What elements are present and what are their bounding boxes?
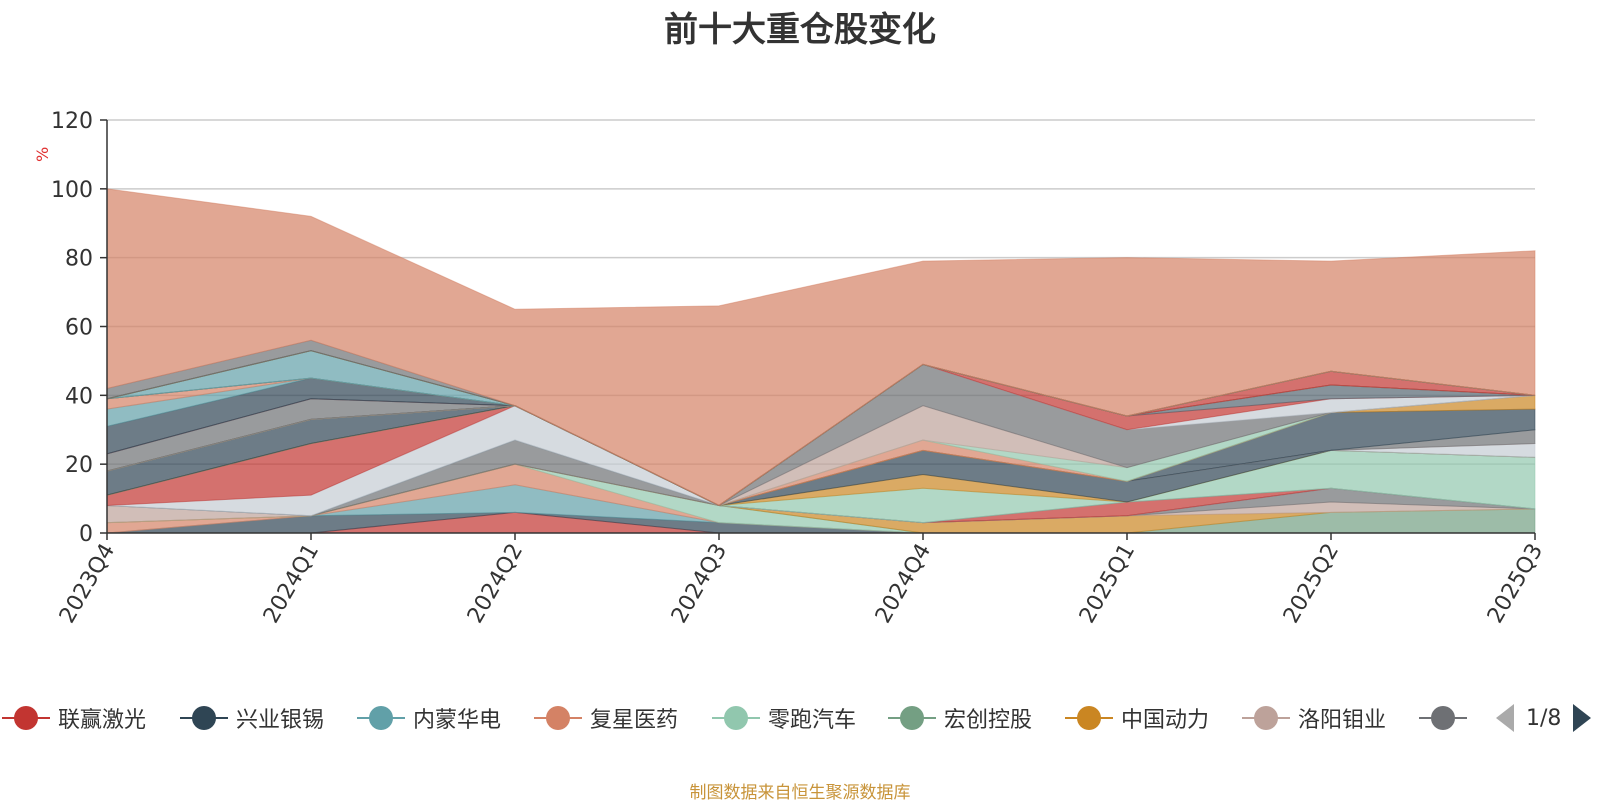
legend-label: 零跑汽车: [768, 708, 857, 733]
legend-item[interactable]: 宏创控股: [886, 700, 1032, 736]
legend-pager: 1/8: [1496, 700, 1592, 736]
legend-label: 兴业银锡: [236, 708, 325, 733]
area-series-43[interactable]: [106, 188, 1536, 507]
y-tick-label: 40: [65, 384, 93, 409]
legend-item[interactable]: 零跑汽车: [710, 700, 856, 736]
legend-marker-icon: [178, 700, 230, 736]
legend-item[interactable]: 仁: [1417, 700, 1470, 736]
legend-page-indicator: 1/8: [1526, 705, 1562, 731]
legend-label: 内蒙华电: [413, 708, 502, 733]
legend-label: 联赢激光: [58, 708, 147, 733]
source-note: 制图数据来自恒生聚源数据库: [689, 783, 911, 803]
legend-item[interactable]: 联赢激光: [0, 700, 146, 736]
x-tick-label: 2023Q4: [55, 540, 120, 628]
x-tick-label: 2025Q1: [1075, 540, 1140, 628]
legend-marker-icon: [0, 700, 52, 736]
legend-prev-page-icon[interactable]: [1496, 704, 1514, 732]
legend-item[interactable]: 中国动力: [1063, 700, 1209, 736]
legend-item[interactable]: 洛阳钼业: [1240, 700, 1386, 736]
legend-marker-icon: [355, 700, 407, 736]
area-chart: 0 20 40 60 80 100 120 2023Q4 2024Q1 2024Q2 2024Q3 2…: [33, 109, 1548, 628]
legend-item[interactable]: 兴业银锡: [178, 700, 324, 736]
legend-item[interactable]: 复星医药: [532, 700, 678, 736]
y-tick-label: 120: [51, 109, 93, 134]
legend: 联赢激光 兴业银锡 内蒙华电 复星医药 零跑汽车 宏创控股 中国动力 洛阳钼业 仁 1/8: [0, 700, 1600, 736]
y-tick-label: 20: [65, 453, 93, 478]
y-tick-label: 0: [79, 522, 93, 547]
x-tick-label: 2025Q3: [1483, 540, 1548, 628]
x-tick-label: 2024Q3: [667, 540, 732, 628]
legend-label: 洛阳钼业: [1298, 708, 1387, 733]
y-tick-label: 100: [51, 178, 93, 203]
legend-marker-icon: [1240, 700, 1292, 736]
x-tick-label: 2025Q2: [1279, 540, 1344, 628]
legend-label: 中国动力: [1121, 708, 1210, 733]
legend-label: 宏创控股: [944, 708, 1033, 733]
chart-title: 前十大重仓股变化: [664, 10, 936, 50]
legend-item[interactable]: 内蒙华电: [355, 700, 501, 736]
legend-marker-icon: [1063, 700, 1115, 736]
x-tick-label: 2024Q1: [259, 540, 324, 628]
y-axis-label: %: [33, 147, 52, 162]
legend-marker-icon: [710, 700, 762, 736]
legend-marker-icon: [1417, 700, 1469, 736]
legend-items: 联赢激光 兴业银锡 内蒙华电 复星医药 零跑汽车 宏创控股 中国动力 洛阳钼业 仁: [0, 700, 1470, 736]
area-series: [106, 188, 1536, 534]
x-tick-label: 2024Q4: [871, 540, 936, 628]
legend-label: 复星医药: [590, 708, 679, 733]
y-tick-label: 60: [65, 316, 93, 341]
y-tick-label: 80: [65, 247, 93, 272]
x-tick-label: 2024Q2: [463, 540, 528, 628]
legend-marker-icon: [532, 700, 584, 736]
legend-next-page-icon[interactable]: [1573, 704, 1592, 732]
legend-marker-icon: [886, 700, 938, 736]
